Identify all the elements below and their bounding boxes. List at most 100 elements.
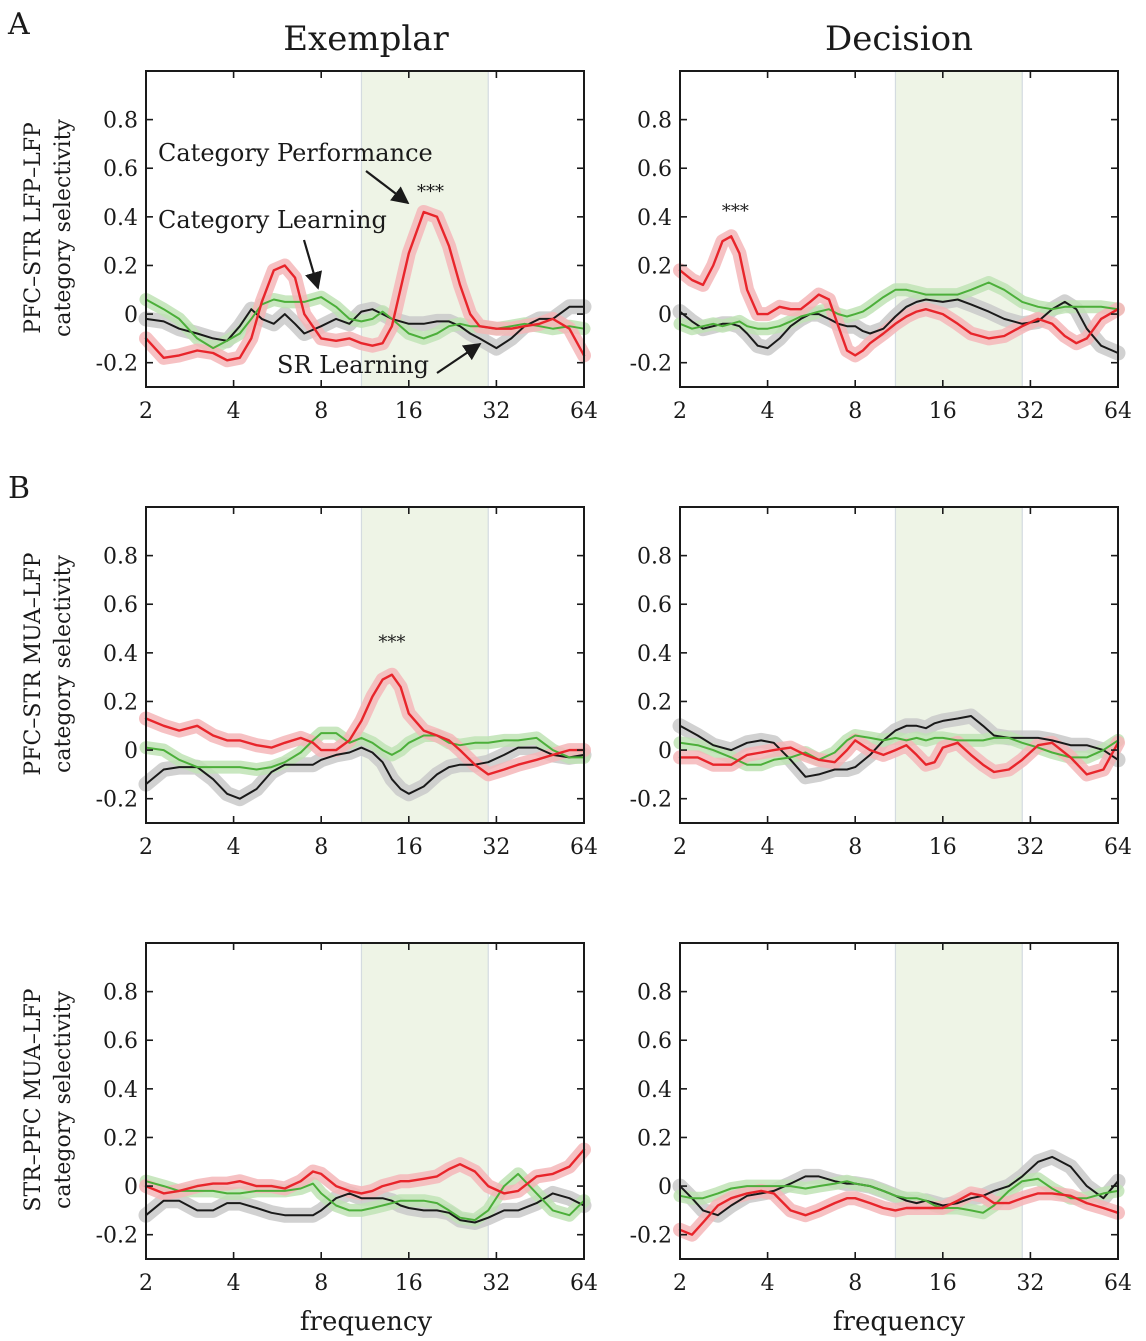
series-line-learning (679, 734, 1119, 766)
annotation-category-performance: Category Performance (158, 139, 433, 167)
y-tick-label: -0.2 (630, 352, 672, 377)
xlabel-decision: frequency (833, 1307, 966, 1337)
series-line-learning (679, 1177, 1119, 1214)
x-tick-label: 2 (673, 399, 687, 424)
y-tick-label: 0 (124, 1175, 138, 1200)
series-line-learning (145, 1172, 585, 1222)
xlabel-exemplar: frequency (300, 1307, 433, 1337)
x-tick-label: 16 (929, 835, 957, 860)
ylabel-line-1: PFC–STR LFP–LFP (21, 122, 46, 334)
x-tick-label: 4 (761, 835, 775, 860)
x-tick-label: 2 (673, 1271, 687, 1296)
y-tick-label: 0.8 (637, 981, 672, 1006)
series-line-learning (679, 281, 1119, 330)
x-tick-label: 8 (848, 835, 862, 860)
axes-frame (679, 506, 1119, 824)
y-tick-label: 0.4 (637, 642, 672, 667)
series-line-performance (144, 673, 586, 776)
y-tick-label: 0 (124, 303, 138, 328)
axes-frame (145, 506, 585, 824)
x-tick-label: 32 (482, 835, 510, 860)
y-tick-label: 0.8 (103, 109, 138, 134)
panel-c-exemplar: 0.8 0.6 0.4 0.2 0 -0.22 4 8 16 32 64 (96, 942, 598, 1296)
y-tick-label: 0.6 (637, 157, 672, 182)
panel-a-decision: *** 0.8 0.6 0.4 0.2 0 -0.22 4 8 16 32 64 (630, 70, 1132, 424)
x-tick-label: 16 (929, 1271, 957, 1296)
panel-letter-b: B (8, 471, 30, 506)
x-tick-label: 32 (1016, 1271, 1044, 1296)
row-ylabel-lfp-lfp: PFC–STR LFP–LFP category selectivity (21, 119, 76, 337)
x-tick-label: 8 (848, 1271, 862, 1296)
y-tick-label: 0.8 (103, 981, 138, 1006)
x-tick-label: 16 (395, 399, 423, 424)
x-tick-label: 4 (761, 1271, 775, 1296)
ylabel-line-1: PFC–STR MUA–LFP (21, 552, 46, 775)
x-tick-label: 64 (1104, 835, 1132, 860)
panel-b-decision: 0.8 0.6 0.4 0.2 0 -0.22 4 8 16 32 64 (630, 506, 1132, 860)
x-tick-label: 2 (139, 1271, 153, 1296)
y-tick-label: 0.2 (637, 1126, 672, 1151)
panel-a-exemplar: *** 0.8 0.6 0.4 0.2 0 -0.22 4 8 16 32 64 (96, 70, 598, 424)
series-line-learning (145, 732, 585, 771)
y-tick-label: 0.4 (103, 1078, 138, 1103)
y-tick-label: -0.2 (630, 1224, 672, 1249)
significance-marker: *** (417, 181, 444, 202)
ylabel-line-2: category selectivity (51, 119, 76, 337)
column-title-exemplar: Exemplar (283, 19, 449, 59)
x-tick-label: 32 (482, 399, 510, 424)
series-line-sr (679, 1155, 1119, 1217)
axes-frame (679, 70, 1119, 388)
axes-frame (145, 942, 585, 1260)
y-tick-label: 0.8 (637, 545, 672, 570)
x-tick-label: 16 (395, 1271, 423, 1296)
x-tick-label: 2 (139, 835, 153, 860)
series-line-sr (679, 715, 1119, 778)
x-tick-label: 4 (761, 399, 775, 424)
x-tick-label: 4 (227, 399, 241, 424)
y-tick-label: 0.6 (637, 593, 672, 618)
annotation-category-learning: Category Learning (158, 206, 387, 234)
x-tick-label: 2 (673, 835, 687, 860)
y-tick-label: -0.2 (96, 788, 138, 813)
y-tick-label: 0.6 (103, 157, 138, 182)
series-line-sr (145, 746, 585, 800)
x-tick-label: 2 (139, 399, 153, 424)
x-tick-label: 32 (1016, 399, 1044, 424)
x-tick-label: 8 (314, 399, 328, 424)
x-tick-label: 64 (1104, 399, 1132, 424)
annotation-sr-learning: SR Learning (277, 351, 429, 379)
row-ylabel-str-pfc-mua-lfp: STR–PFC MUA–LFP category selectivity (21, 988, 76, 1211)
y-tick-label: 0.2 (103, 254, 138, 279)
x-tick-label: 32 (482, 1271, 510, 1296)
x-tick-label: 16 (395, 835, 423, 860)
y-tick-label: -0.2 (96, 352, 138, 377)
annotations: Category Performance Category Learning S… (158, 139, 482, 379)
y-tick-label: 0.4 (103, 642, 138, 667)
series-line-learning (145, 296, 585, 350)
series-line-performance (678, 1189, 1120, 1236)
y-tick-label: 0.6 (637, 1029, 672, 1054)
y-tick-label: 0.2 (637, 690, 672, 715)
y-tick-label: 0.6 (103, 593, 138, 618)
y-tick-label: 0.2 (103, 1126, 138, 1151)
series-line-performance (144, 1148, 586, 1195)
panel-b-exemplar: *** 0.8 0.6 0.4 0.2 0 -0.22 4 8 16 32 64 (96, 506, 598, 860)
arrow-sr (436, 343, 482, 374)
y-tick-label: 0.6 (103, 1029, 138, 1054)
x-tick-label: 64 (570, 1271, 598, 1296)
series-line-performance (144, 210, 586, 362)
x-tick-label: 16 (929, 399, 957, 424)
arrow-performance (365, 170, 410, 205)
arrow-learning (302, 239, 323, 290)
y-tick-label: 0 (658, 1175, 672, 1200)
panel-letter-a: A (7, 7, 30, 42)
series-line-sr (145, 305, 585, 350)
row-ylabel-pfc-str-mua-lfp: PFC–STR MUA–LFP category selectivity (21, 552, 76, 775)
x-tick-label: 8 (314, 1271, 328, 1296)
column-title-decision: Decision (825, 19, 973, 59)
ylabel-line-2: category selectivity (51, 991, 76, 1209)
y-tick-label: 0.8 (103, 545, 138, 570)
y-tick-label: 0 (658, 303, 672, 328)
significance-marker: *** (722, 201, 749, 222)
y-tick-label: -0.2 (96, 1224, 138, 1249)
